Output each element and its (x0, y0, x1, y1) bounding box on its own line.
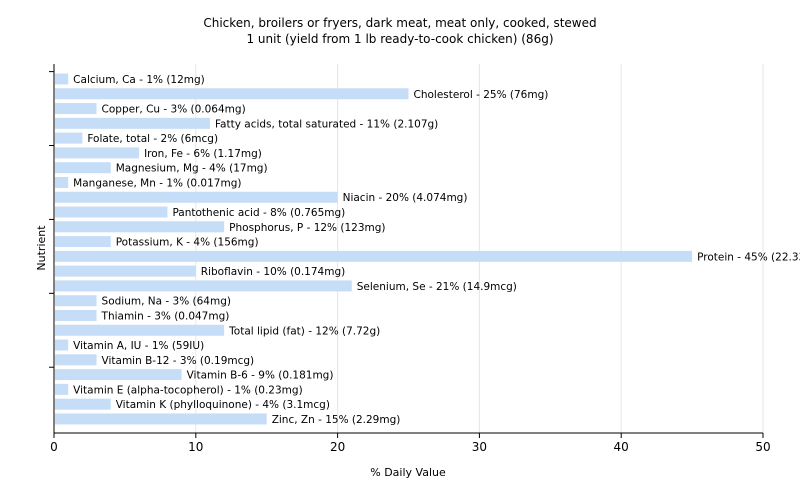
grid-lines (195, 64, 764, 433)
bar-9 (55, 206, 168, 218)
bar-2 (55, 103, 97, 115)
bar-19 (55, 354, 97, 366)
bar-10 (55, 221, 225, 233)
x-tick-label-1: 10 (188, 440, 203, 454)
bar-15 (55, 295, 97, 307)
bar-label-10: Phosphorus, P - 12% (123mg) (229, 222, 385, 234)
bar-labels: Calcium, Ca - 1% (12mg) Cholesterol - 25%… (73, 74, 800, 426)
x-tick-label-5: 50 (755, 440, 770, 454)
bar-label-8: Niacin - 20% (4.074mg) (343, 192, 468, 204)
x-tick-label-0: 0 (50, 440, 58, 454)
bar-label-1: Cholesterol - 25% (76mg) (414, 89, 549, 101)
bar-12 (55, 250, 693, 262)
bar-13 (55, 265, 196, 277)
bar-label-0: Calcium, Ca - 1% (12mg) (73, 74, 205, 86)
bar-3 (55, 117, 210, 129)
bar-14 (55, 280, 352, 292)
chart-title: Chicken, broilers or fryers, dark meat, … (203, 16, 597, 30)
bar-label-22: Vitamin K (phylloquinone) - 4% (3.1mcg) (116, 399, 330, 411)
bar-0 (55, 73, 69, 85)
bars (55, 73, 693, 425)
bar-label-13: Riboflavin - 10% (0.174mg) (201, 266, 345, 278)
bar-7 (55, 176, 69, 188)
bar-label-16: Thiamin - 3% (0.047mg) (101, 310, 230, 322)
bar-20 (55, 369, 182, 381)
bar-label-23: Zinc, Zn - 15% (2.29mg) (272, 414, 401, 426)
y-axis-label: Nutrient (35, 225, 48, 271)
bar-4 (55, 132, 83, 144)
x-axis-label: % Daily Value (370, 466, 446, 479)
bar-16 (55, 309, 97, 321)
bar-label-7: Manganese, Mn - 1% (0.017mg) (73, 177, 241, 189)
bar-6 (55, 162, 111, 174)
bar-23 (55, 413, 267, 425)
bar-label-2: Copper, Cu - 3% (0.064mg) (102, 104, 246, 116)
x-tick-label-3: 30 (472, 440, 487, 454)
bar-label-19: Vitamin B-12 - 3% (0.19mcg) (102, 355, 255, 367)
bar-8 (55, 191, 338, 203)
bar-label-20: Vitamin B-6 - 9% (0.181mg) (187, 370, 334, 382)
bar-label-11: Potassium, K - 4% (156mg) (116, 237, 259, 249)
bar-11 (55, 236, 111, 248)
bar-5 (55, 147, 140, 159)
bar-label-14: Selenium, Se - 21% (14.9mcg) (357, 281, 517, 293)
bar-18 (55, 339, 69, 351)
bar-label-17: Total lipid (fat) - 12% (7.72g) (228, 325, 380, 337)
bar-label-12: Protein - 45% (22.33g) (697, 251, 800, 263)
bar-label-6: Magnesium, Mg - 4% (17mg) (116, 163, 268, 175)
x-tick-label-2: 20 (330, 440, 345, 454)
chart-subtitle: 1 unit (yield from 1 lb ready-to-cook ch… (246, 32, 554, 46)
bar-label-5: Iron, Fe - 6% (1.17mg) (144, 148, 262, 160)
x-tick-label-4: 40 (614, 440, 629, 454)
bar-21 (55, 383, 69, 395)
bar-label-18: Vitamin A, IU - 1% (59IU) (73, 340, 204, 352)
bar-label-15: Sodium, Na - 3% (64mg) (102, 296, 231, 308)
bar-label-9: Pantothenic acid - 8% (0.765mg) (172, 207, 345, 219)
bar-label-21: Vitamin E (alpha-tocopherol) - 1% (0.23m… (73, 384, 303, 396)
bar-label-3: Fatty acids, total saturated - 11% (2.10… (215, 118, 438, 130)
bar-label-4: Folate, total - 2% (6mcg) (87, 133, 218, 145)
bar-1 (55, 88, 409, 100)
bar-17 (55, 324, 225, 336)
axes: 0 10 20 30 40 50 (49, 64, 771, 454)
bar-22 (55, 398, 111, 410)
